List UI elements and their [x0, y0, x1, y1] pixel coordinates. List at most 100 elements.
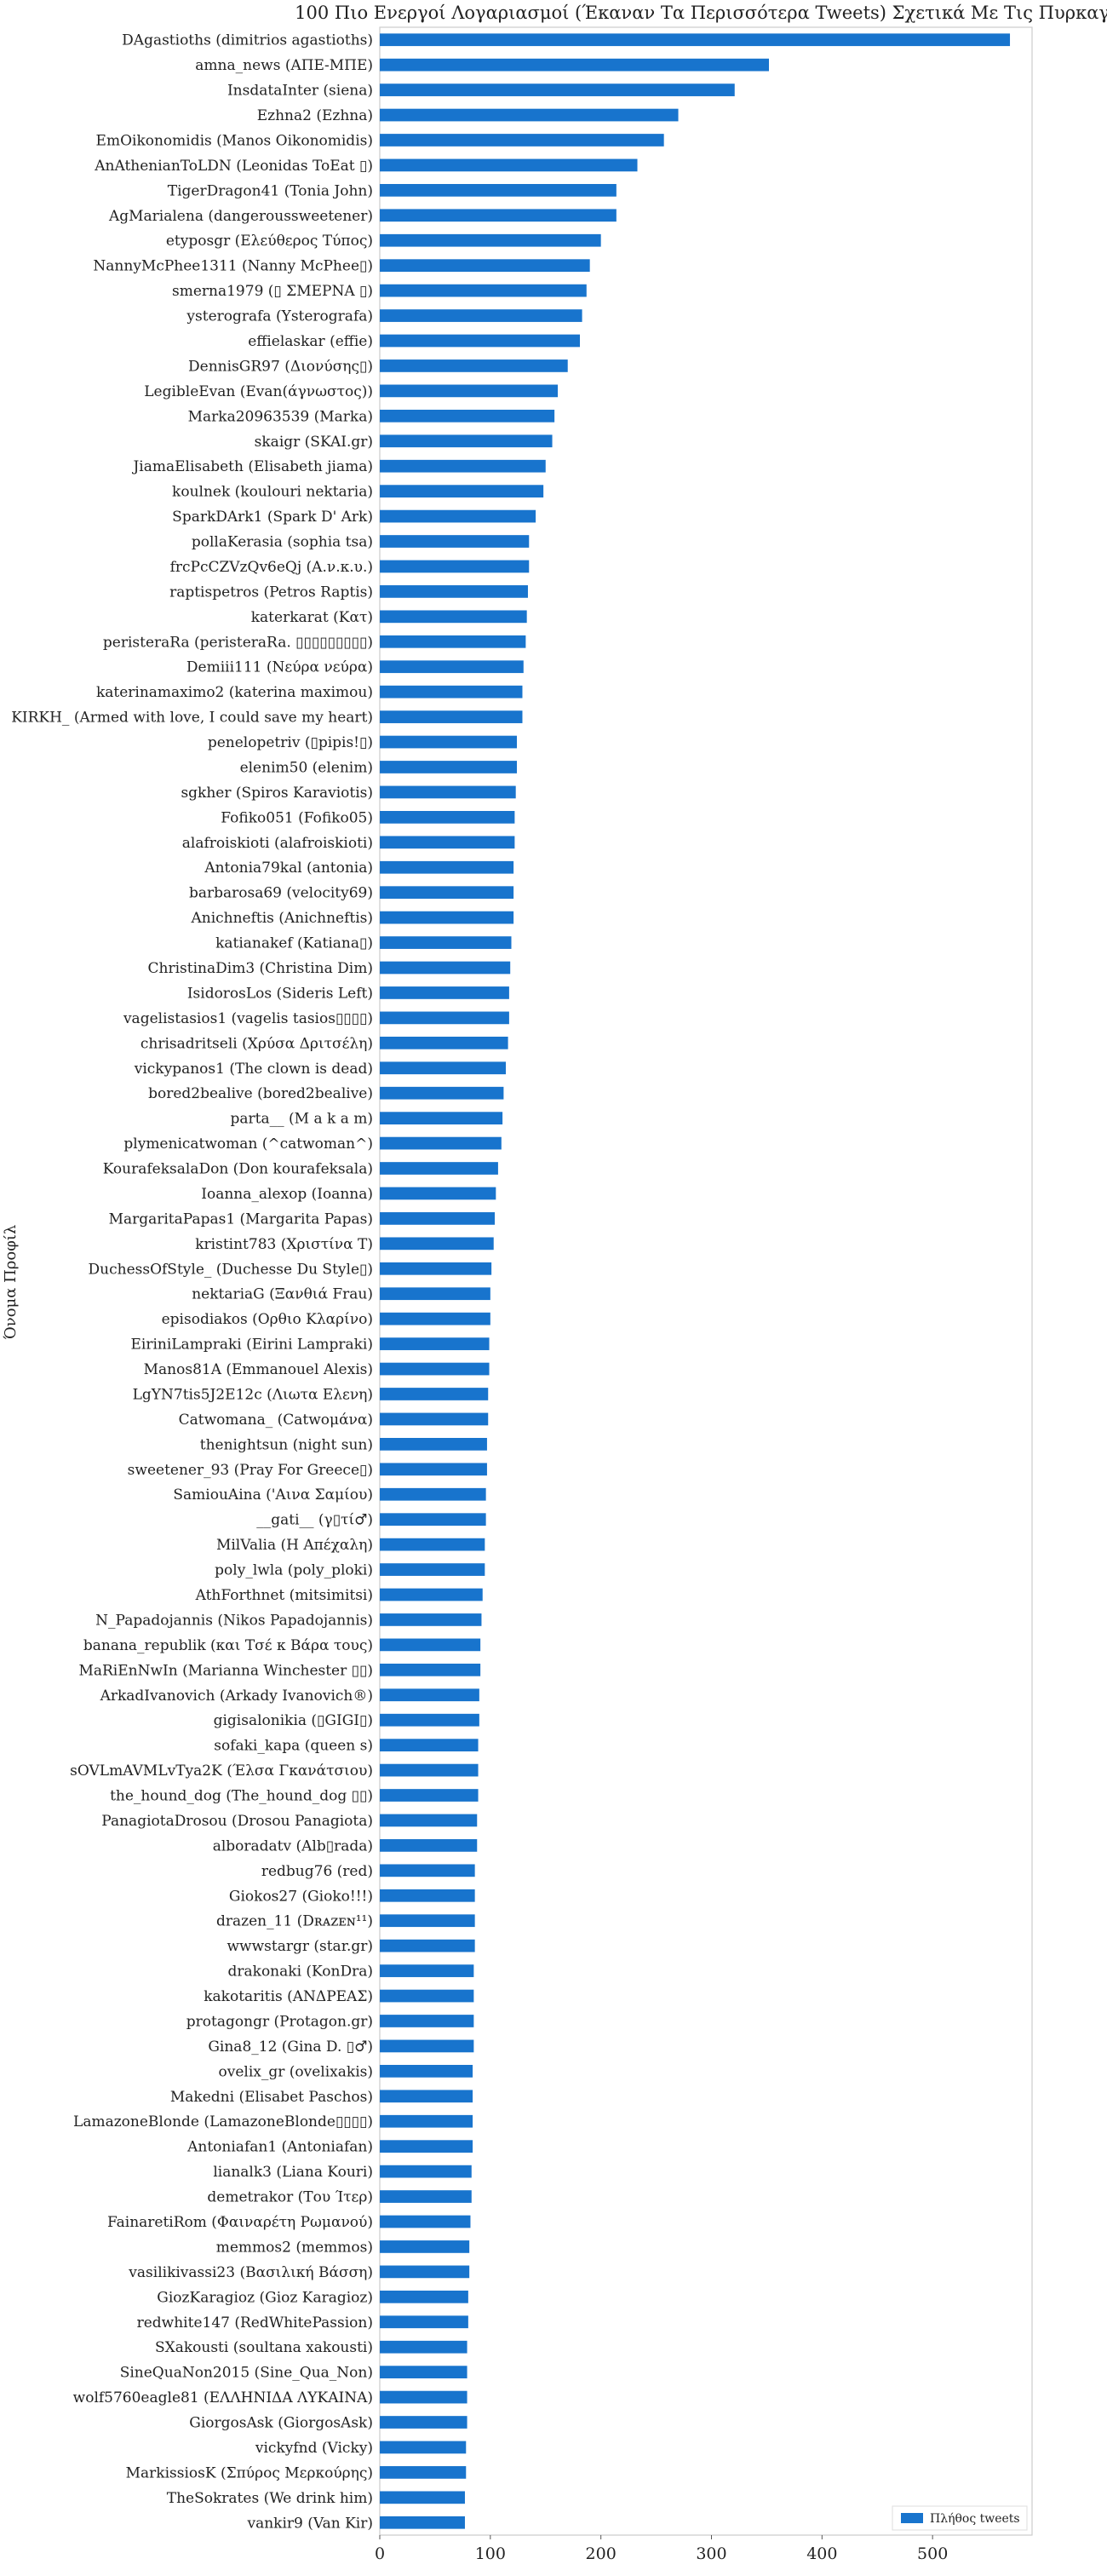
- category-label: nektariaG (Ξανθιά Frau): [192, 1286, 373, 1303]
- category-label: TigerDragon41 (Tonia John): [168, 182, 373, 199]
- category-label: Ioanna_alexop (Ioanna): [201, 1186, 373, 1203]
- bar: [380, 2065, 473, 2078]
- category-label: vagelistasios1 (vagelis tasios▯▯▯▯): [123, 1010, 373, 1027]
- bar: [380, 209, 617, 222]
- category-label: chrisadritseli (Χρύσα Δριτσέλη): [141, 1035, 373, 1052]
- category-label: pollaKerasia (sophia tsa): [192, 534, 373, 551]
- bar: [380, 2140, 473, 2153]
- bar: [380, 1763, 479, 1777]
- category-label: smerna1979 (▯ ΣΜΕΡΝΑ ▯): [172, 283, 373, 300]
- bar: [380, 610, 527, 624]
- bar: [380, 986, 509, 999]
- category-labels: DAgastioths (dimitrios agastioths) amna_n…: [11, 32, 373, 2533]
- bar: [380, 1262, 492, 1275]
- category-label: SparkDArk1 (Spark D' Ark): [172, 509, 373, 526]
- bar: [380, 535, 530, 548]
- category-label: alafroiskioti (alafroiskioti): [182, 835, 373, 852]
- bar: [380, 2190, 472, 2203]
- category-label: vankir9 (Van Kir): [246, 2515, 373, 2532]
- bar: [380, 1739, 479, 1751]
- category-label: the_hound_dog (The_hound_dog ▯▯): [110, 1788, 373, 1805]
- bar: [380, 2315, 468, 2329]
- bar: [380, 635, 526, 648]
- bar: [380, 660, 524, 674]
- category-label: sgkher (Spiros Karaviotis): [181, 785, 373, 802]
- category-label: Catwomana_ (Catwομάνα): [179, 1412, 373, 1429]
- category-label: AthForthnet (mitsimitsi): [195, 1587, 373, 1604]
- category-label: katianakef (Katiana▯): [215, 935, 373, 952]
- category-label: EiriniLampraki (Eirini Lampraki): [130, 1337, 373, 1354]
- bar: [380, 1814, 478, 1827]
- category-label: effielaskar (effie): [248, 333, 373, 350]
- category-label: SXakousti (soultana xakousti): [155, 2339, 373, 2356]
- category-label: LamazoneBlonde (LamazoneBlonde▯▯▯▯): [73, 2113, 373, 2130]
- x-axis-ticks: 0 100 200 300 400 500: [375, 2535, 948, 2563]
- bar: [380, 2390, 467, 2404]
- category-label: poly_lwla (poly_ploki): [215, 1562, 373, 1579]
- bar: [380, 58, 770, 72]
- category-label: protagongr (Protagon.gr): [186, 2013, 373, 2030]
- bar: [380, 811, 515, 824]
- category-label: alboradatv (Alb▯rada): [213, 1837, 373, 1854]
- bar: [380, 911, 514, 924]
- bar: [380, 1237, 494, 1251]
- bar: [380, 459, 546, 473]
- category-label: koulnek (koulouri nektaria): [172, 484, 373, 501]
- bar: [380, 1638, 481, 1652]
- bar: [380, 1061, 507, 1075]
- category-label: Manos81A (Emmanouel Alexis): [144, 1361, 373, 1378]
- bar: [380, 2416, 467, 2429]
- category-label: Antoniafan1 (Antoniafan): [186, 2139, 373, 2156]
- bar: [380, 961, 511, 975]
- bar: [380, 108, 679, 122]
- category-label: katerkarat (Κατ): [251, 609, 373, 626]
- bar: [380, 1864, 475, 1877]
- bar: [380, 1914, 475, 1928]
- category-label: DAgastioths (dimitrios agastioths): [122, 32, 373, 49]
- bar: [380, 1487, 486, 1501]
- bar: [380, 309, 582, 322]
- bar: [380, 509, 536, 523]
- category-label: parta__ (M a k a m): [231, 1111, 374, 1128]
- category-label: Giokos27 (Gioko!!!): [229, 1888, 373, 1905]
- x-tick-label: 400: [806, 2544, 837, 2563]
- category-label: KourafeksalaDon (Don kourafeksala): [103, 1161, 373, 1178]
- category-label: KIRKH_ (Armed with love, I could save my…: [11, 710, 373, 727]
- category-label: sofaki_kapa (queen s): [214, 1738, 373, 1755]
- bar: [380, 836, 515, 849]
- bar: [380, 1337, 490, 1350]
- category-label: bored2bealive (bored2bealive): [148, 1085, 373, 1102]
- category-label: raptispetros (Petros Raptis): [169, 584, 373, 601]
- category-label: SamiouAina ('Αινα Σαμίου): [173, 1486, 373, 1504]
- bar: [380, 334, 580, 348]
- bar: [380, 1889, 475, 1902]
- category-label: drakonaki (KonDra): [228, 1964, 374, 1981]
- chart-title: 100 Πιο Ενεργοί Λογαριασμοί (Έκαναν Τα Π…: [295, 3, 1107, 23]
- category-label: redbug76 (red): [261, 1863, 373, 1880]
- bar: [380, 685, 523, 699]
- category-label: sweetener_93 (Pray For Greece▯): [128, 1462, 373, 1479]
- bar: [380, 158, 638, 172]
- category-label: etyposgr (Ελεύθερος Τύπος): [166, 233, 373, 250]
- legend-label: Πλήθος tweets: [930, 2512, 1020, 2526]
- category-label: vasilikivassi23 (Βασιλική Βάσση): [128, 2264, 373, 2281]
- x-tick-label: 0: [375, 2544, 385, 2563]
- category-label: episodiakos (Ορθιο Κλαρίνο): [162, 1311, 373, 1328]
- bar: [380, 1438, 487, 1451]
- bar: [380, 1538, 485, 1551]
- category-label: drazen_11 (Dʀᴀᴢᴇɴ¹¹): [216, 1913, 373, 1930]
- category-label: FainaretiRom (Φαιναρέτη Ρωμανού): [107, 2214, 373, 2231]
- bar: [380, 1086, 504, 1100]
- bar: [380, 1688, 479, 1702]
- bar: [380, 409, 555, 423]
- category-label: IsidorosLos (Sideris Left): [187, 985, 373, 1002]
- bar: [380, 1412, 489, 1426]
- bar: [380, 1839, 478, 1852]
- category-label: kristint783 (Χριστίνα Τ): [195, 1236, 373, 1253]
- category-label: DennisGR97 (Διονύσης▯): [188, 358, 373, 375]
- bar: [380, 1187, 496, 1200]
- category-label: ArkadIvanovich (Arkady Ivanovich®): [100, 1688, 373, 1705]
- category-label: ChristinaDim3 (Christina Dim): [148, 960, 373, 977]
